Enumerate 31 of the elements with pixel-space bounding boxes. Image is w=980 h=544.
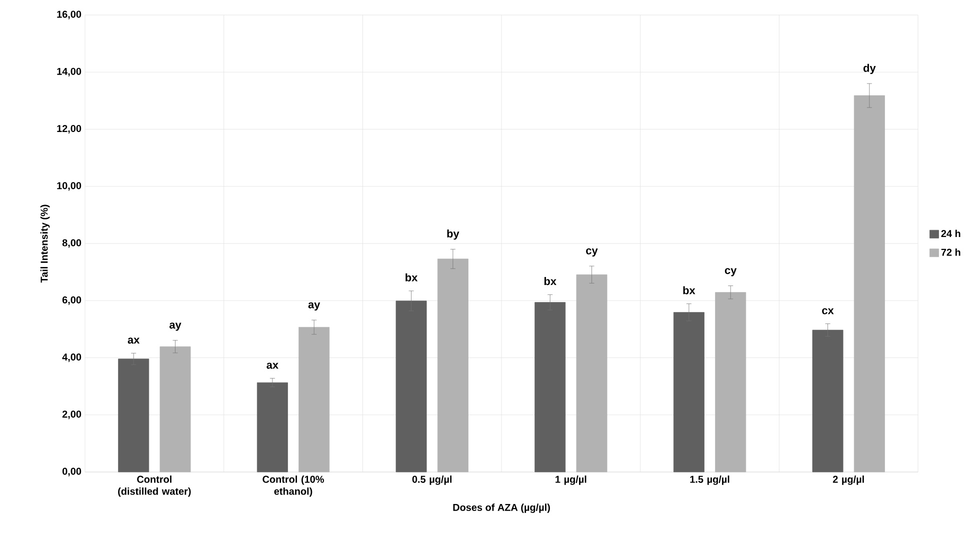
data-label: by: [447, 229, 460, 240]
data-label: ay: [308, 302, 320, 311]
data-label: ay: [169, 322, 182, 331]
y-tick-label: 16,00: [57, 10, 82, 20]
legend-label: 24 h: [941, 230, 960, 238]
data-label: cx: [822, 308, 834, 314]
data-label: ax: [128, 338, 140, 344]
y-tick-label: 14,00: [57, 68, 82, 76]
x-axis-title: Doses of AZA (µg/µl): [453, 504, 550, 513]
x-tick-label: 1 µg/µl: [556, 476, 586, 485]
y-tick-label: 4,00: [62, 354, 82, 362]
data-label: cy: [586, 248, 598, 257]
data-label: dy: [863, 64, 876, 74]
y-tick-label: 0,00: [62, 468, 82, 476]
y-tick-label: 12,00: [57, 125, 82, 134]
x-tick-label: Control (10% ethanol): [262, 476, 324, 497]
y-tick-label: 10,00: [57, 182, 82, 191]
data-label: bx: [683, 286, 696, 294]
y-tick-label: 8,00: [62, 239, 82, 248]
x-tick-label: 2 µg/µl: [832, 476, 864, 485]
y-tick-label: 6,00: [62, 296, 82, 305]
y-axis-title: Tail Intensity (%): [40, 204, 50, 283]
y-tick-label: 2,00: [62, 410, 82, 420]
data-label: bx: [406, 273, 418, 282]
x-tick-label: 1.5 µg/µl: [690, 476, 730, 485]
x-tick-label: Control (distilled water): [118, 476, 191, 497]
data-label: cy: [724, 268, 737, 276]
data-label: ax: [266, 362, 278, 369]
data-label: bx: [544, 277, 556, 286]
legend-label: 72 h: [941, 248, 960, 256]
x-tick-label: 0.5 µg/µl: [412, 476, 452, 485]
